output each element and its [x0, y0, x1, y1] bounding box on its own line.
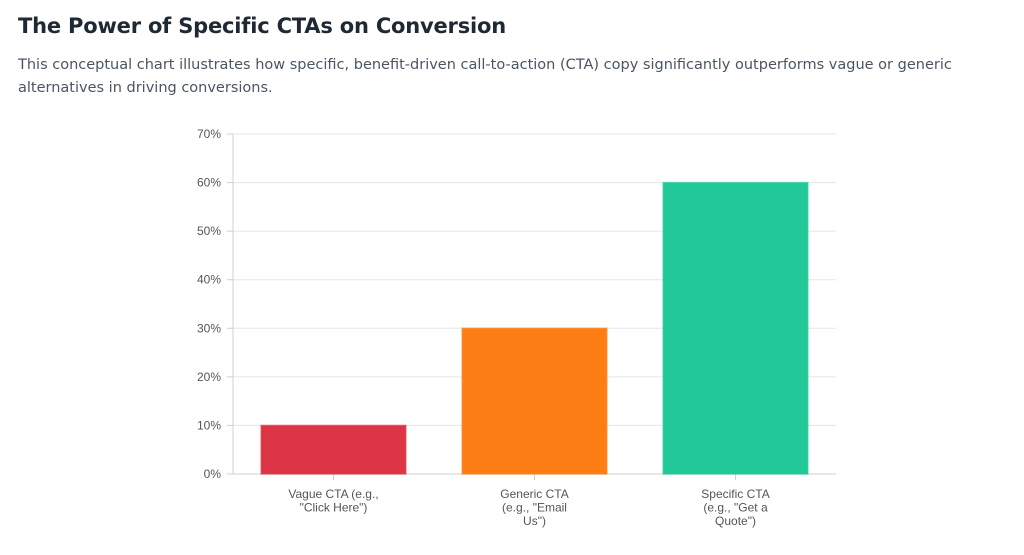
- y-axis-tick-labels: 0% 10% 20% 30% 40% 50% 60% 70%: [197, 127, 221, 481]
- chart-description: This conceptual chart illustrates how sp…: [18, 57, 952, 96]
- page-title: The Power of Specific CTAs on Conversion: [18, 14, 506, 38]
- x-axis-tick-labels: Vague CTA (e.g., "Click Here") Generic CTA…: [288, 487, 769, 528]
- x-tick-label: Vague CTA (e.g., "Click Here"): [288, 487, 378, 515]
- x-tick-label-line: Quote"): [715, 514, 756, 528]
- y-tick-label: 20%: [197, 370, 221, 384]
- bar: [260, 424, 407, 475]
- x-tick-label-line: (e.g., "Email: [502, 501, 567, 515]
- y-tick-label: 30%: [197, 321, 221, 335]
- y-tick-label: 0%: [204, 467, 222, 481]
- y-tick-label: 70%: [197, 127, 221, 141]
- y-tick-label: 40%: [197, 273, 221, 287]
- bar: [662, 181, 809, 475]
- x-tick-label-line: Us"): [523, 514, 546, 528]
- bar: [461, 327, 608, 475]
- y-tick-label: 50%: [197, 224, 221, 238]
- bars: [260, 181, 809, 475]
- x-tick-label-line: "Click Here"): [300, 501, 368, 515]
- y-tick-label: 10%: [197, 418, 221, 432]
- x-tick-label-line: Specific CTA: [701, 487, 769, 501]
- x-tick-label: Generic CTA (e.g., "Email Us"): [500, 487, 568, 528]
- y-tick-label: 60%: [197, 176, 221, 190]
- x-tick-label-line: (e.g., "Get a: [703, 501, 768, 515]
- x-tick-label-line: Vague CTA (e.g.,: [288, 487, 378, 501]
- x-tick-label: Specific CTA (e.g., "Get a Quote"): [701, 487, 769, 528]
- x-tick-label-line: Generic CTA: [500, 487, 568, 501]
